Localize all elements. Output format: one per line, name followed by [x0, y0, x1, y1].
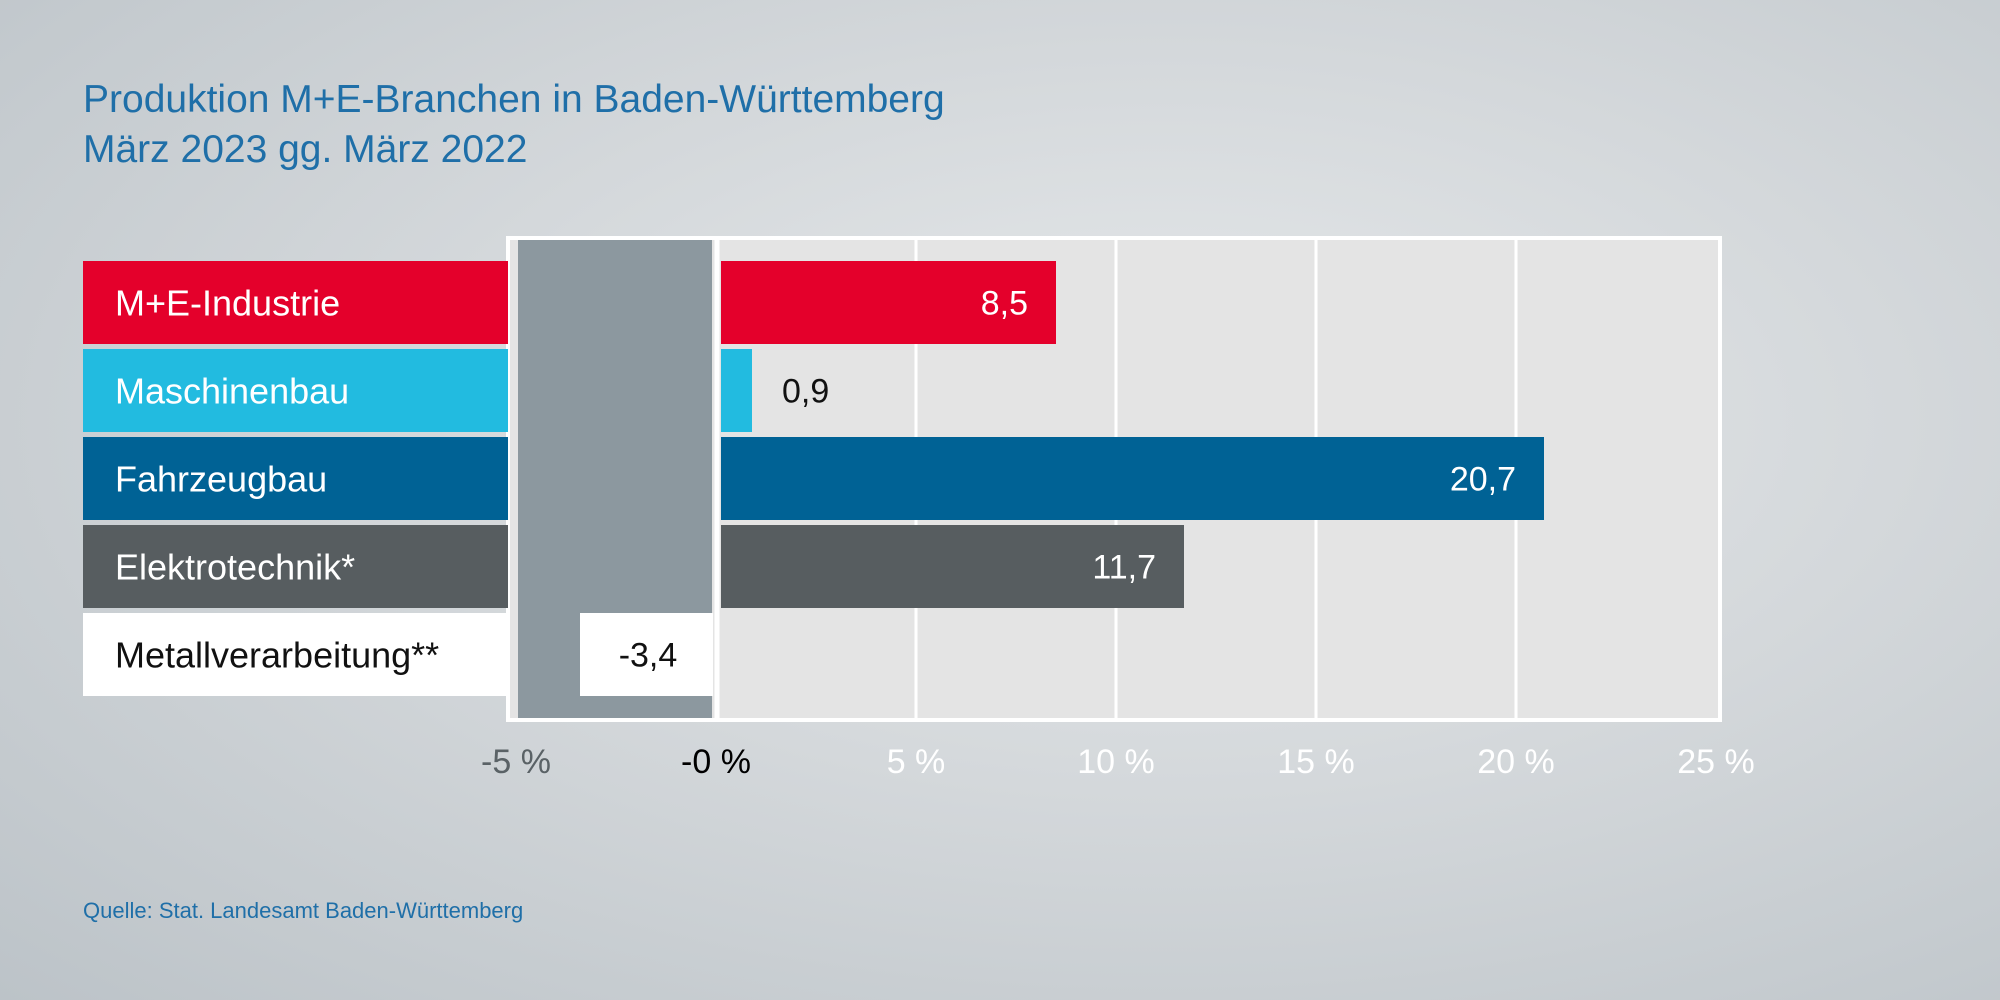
category-box-fahrzeugbau	[83, 437, 508, 520]
source-note: Quelle: Stat. Landesamt Baden-Württember…	[83, 898, 524, 923]
bar-maschinenbau	[721, 349, 752, 432]
tick-label: 5 %	[887, 743, 946, 781]
category-box-maschinenbau	[83, 349, 508, 432]
value-label: 0,9	[782, 373, 829, 411]
bar-fahrzeugbau	[721, 437, 1544, 520]
category-label: Fahrzeugbau	[115, 459, 327, 500]
chart-title: Produktion M+E-Branchen in Baden-Württem…	[83, 78, 945, 121]
tick-label: 20 %	[1477, 743, 1555, 781]
category-label: Metallverarbeitung**	[115, 635, 439, 676]
bar-m-e-industrie	[721, 261, 1056, 344]
category-label: Elektrotechnik*	[115, 547, 355, 588]
category-box-metallverarbeitung	[83, 613, 508, 696]
value-label: -3,4	[619, 637, 678, 675]
value-label: 8,5	[981, 285, 1028, 323]
tick-label: -0 %	[681, 743, 751, 781]
tick-label: 15 %	[1277, 743, 1355, 781]
tick-label: 25 %	[1677, 743, 1755, 781]
category-box-elektrotechnik	[83, 525, 508, 608]
category-box-m-e-industrie	[83, 261, 508, 344]
chart-subtitle: März 2023 gg. März 2022	[83, 128, 528, 171]
tick-label: 10 %	[1077, 743, 1155, 781]
category-label: Maschinenbau	[115, 371, 349, 412]
category-label: M+E-Industrie	[115, 283, 340, 324]
bar-elektrotechnik	[721, 525, 1184, 608]
value-label: 20,7	[1450, 461, 1516, 499]
value-label: 11,7	[1092, 549, 1156, 587]
tick-label: -5 %	[481, 743, 551, 781]
bar-metallverarbeitung	[580, 613, 713, 696]
